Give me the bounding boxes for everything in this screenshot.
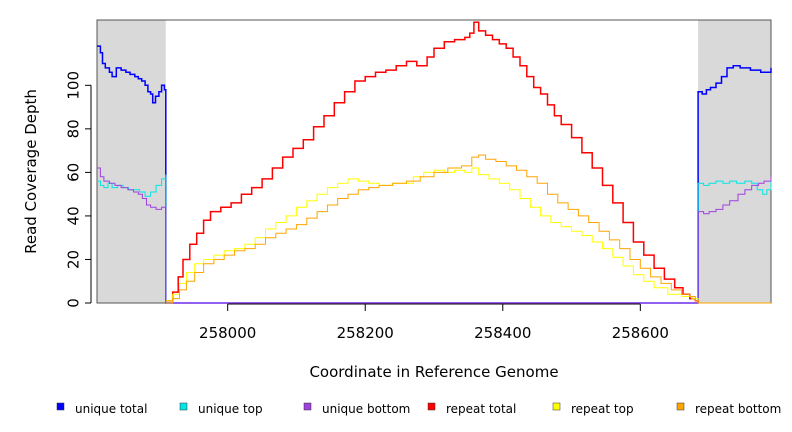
x-tick-label: 258000 xyxy=(199,324,256,342)
shaded-regions xyxy=(97,20,771,303)
x-axis-title: Coordinate in Reference Genome xyxy=(309,363,558,381)
series-unique-total xyxy=(97,45,772,304)
legend-label: repeat bottom xyxy=(695,402,781,416)
legend-swatch xyxy=(427,402,436,411)
legend-label: repeat top xyxy=(571,402,634,416)
series-repeat-bottom xyxy=(165,154,771,304)
series-repeat-total xyxy=(165,21,699,303)
legend-swatch xyxy=(676,402,685,411)
legend-swatch xyxy=(303,402,312,411)
legend-swatch xyxy=(552,402,561,411)
y-axis-title: Read Coverage Depth xyxy=(22,89,40,254)
y-tick-label: 20 xyxy=(65,250,83,269)
series-repeat-top xyxy=(165,167,699,303)
plot-frame xyxy=(96,19,772,304)
legend-label: unique top xyxy=(198,402,263,416)
series-unique-top xyxy=(97,174,772,304)
y-tick-label: 80 xyxy=(65,119,83,138)
x-tick-label: 258600 xyxy=(612,324,669,342)
series-unique-bottom xyxy=(97,167,772,304)
legend-swatch xyxy=(179,402,188,411)
legend-label: unique bottom xyxy=(322,402,410,416)
legend: unique total unique top unique bottom repea… xyxy=(56,402,781,416)
legend-label: unique total xyxy=(75,402,147,416)
y-tick-label: 60 xyxy=(65,163,83,182)
legend-swatch xyxy=(56,402,65,411)
legend-label: repeat total xyxy=(446,402,516,416)
shaded-region-2 xyxy=(698,20,771,303)
x-tick-label: 258400 xyxy=(474,324,531,342)
series-lines xyxy=(97,21,772,304)
x-tick-label: 258200 xyxy=(337,324,394,342)
y-tick-label: 40 xyxy=(65,206,83,225)
axes: 258000 258200 258400 258600 0 20 40 60 80 100 xyxy=(65,71,669,342)
shaded-region-1 xyxy=(97,20,166,303)
y-tick-label: 100 xyxy=(65,71,83,100)
y-tick-label: 0 xyxy=(65,298,83,308)
